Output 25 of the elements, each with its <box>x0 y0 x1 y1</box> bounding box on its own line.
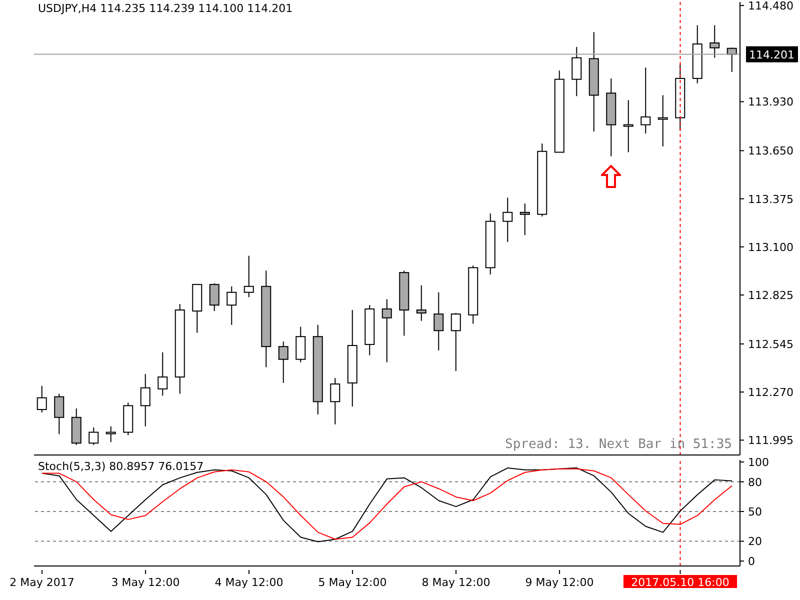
x-tick-label: 8 May 12:00 <box>422 576 490 589</box>
x-tick-label: 2 May 2017 <box>10 576 74 589</box>
y-tick-label: 113.100 <box>748 240 794 254</box>
x-tick-label: 3 May 12:00 <box>111 576 180 589</box>
x-tick-label: 2017.05.10 16:00 <box>631 576 730 589</box>
y-tick-label: 114.480 <box>748 0 794 12</box>
annotation: Spread: 13. Next Bar in 51:35 <box>505 437 732 452</box>
ref-line-label: 114.201 <box>749 48 794 62</box>
y-tick-label: 112.545 <box>748 338 794 351</box>
x-tick-label: 4 May 12:00 <box>214 576 284 589</box>
y-tick-label: 112.270 <box>748 386 794 400</box>
y-tick-label: 112.825 <box>748 288 794 302</box>
y-tick-label: 113.930 <box>748 96 794 109</box>
x-tick-label: 5 May 12:00 <box>318 576 387 589</box>
chart-title: Stoch(5,3,3) 80.8957 76.0157 <box>38 460 204 473</box>
y-tick-label: 113.375 <box>748 192 794 206</box>
y-tick-label: 113.650 <box>748 144 794 158</box>
chart-title: USDJPY,H4 114.235 114.239 114.100 114.201 <box>38 2 293 15</box>
y-tick-label: 80 <box>748 476 762 489</box>
y-tick-label: 0 <box>748 555 755 568</box>
y-tick-label: 100 <box>748 456 769 469</box>
x-tick-label: 9 May 12:00 <box>525 576 594 589</box>
y-tick-label: 50 <box>748 506 762 519</box>
y-tick-label: 20 <box>748 535 762 548</box>
y-tick-label: 111.995 <box>748 434 794 448</box>
